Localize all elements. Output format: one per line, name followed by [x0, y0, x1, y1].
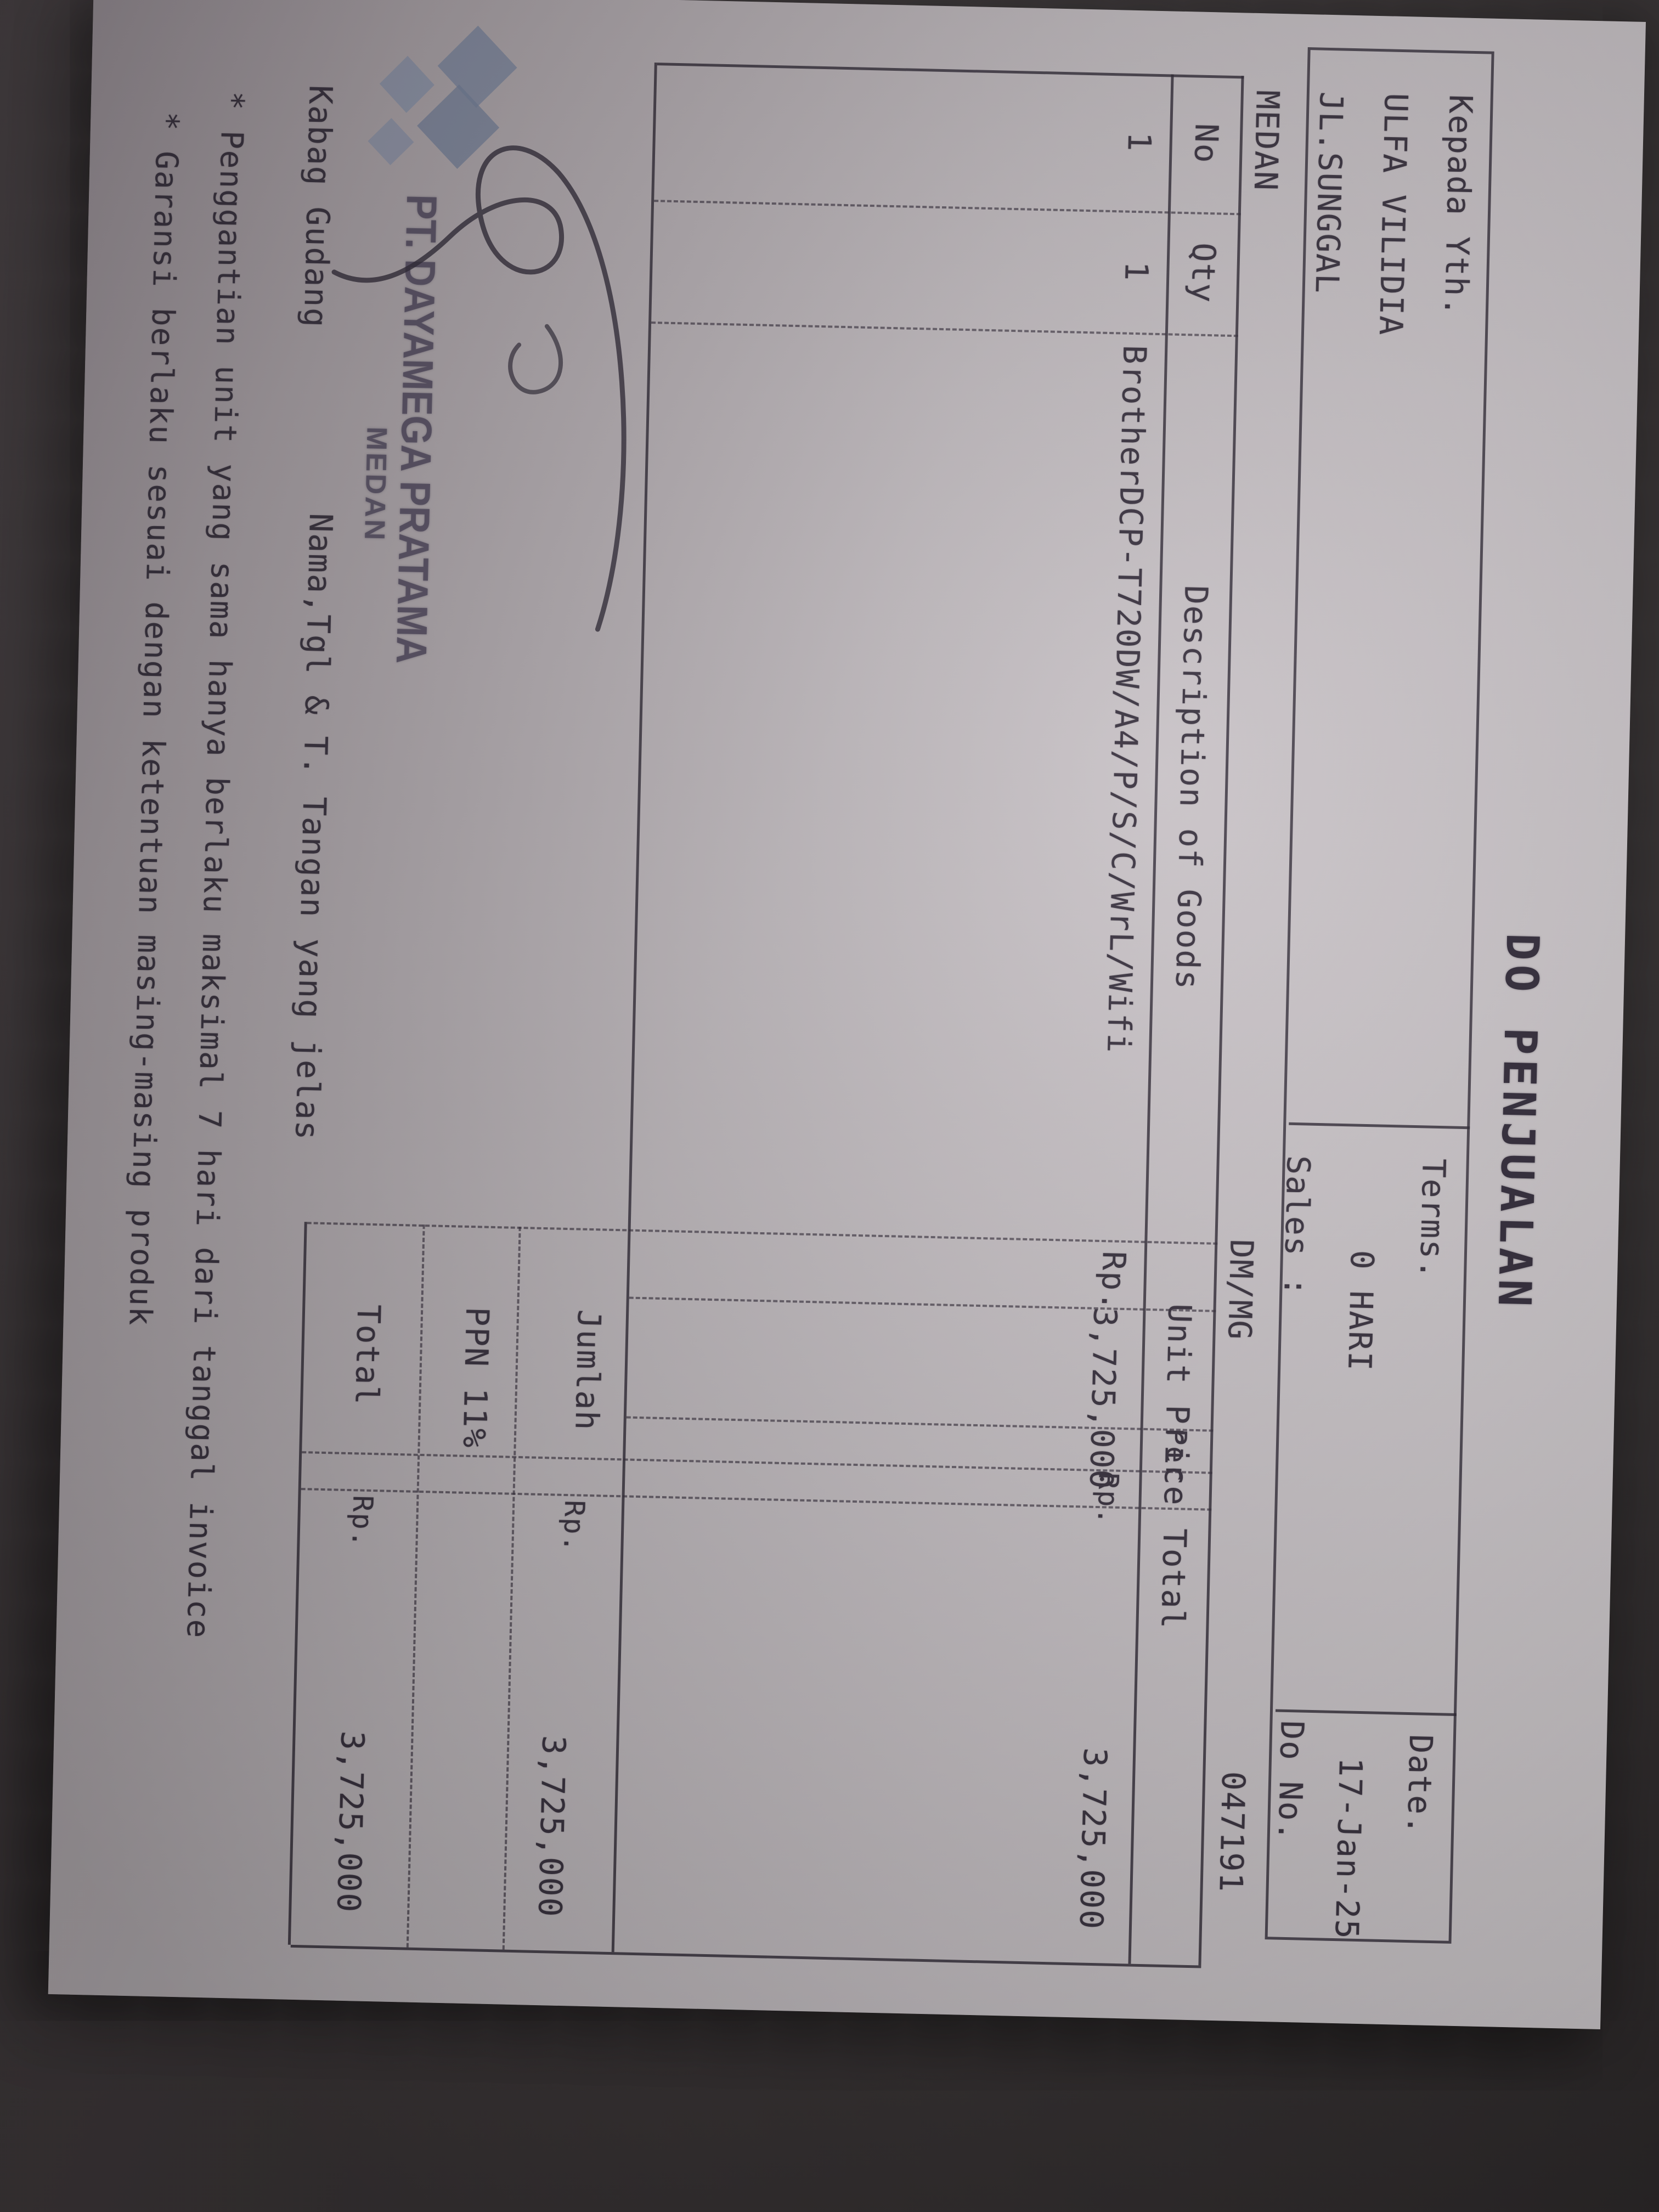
sales-label: Sales : — [1277, 1155, 1317, 1298]
row-unit-price-currency: Rp. — [1094, 1250, 1133, 1313]
header-unit-price: Unit Price — [1156, 1303, 1199, 1507]
col-divider-per-total — [302, 1451, 1212, 1474]
summary-bottom-border — [287, 1222, 307, 1945]
summary-divider-1 — [502, 1226, 521, 1950]
date-label: Date. — [1400, 1734, 1440, 1836]
document-paper: DO PENJUALAN Kepada Yth. ULFA VILIDIA JL… — [48, 0, 1646, 2030]
summary-label-jumlah: Jumlah — [568, 1309, 608, 1432]
summary-amount-total: 3,725,000 — [330, 1730, 371, 1914]
terms-value: 0 HARI — [1341, 1250, 1381, 1373]
col-divider-rp-total — [301, 1488, 1212, 1511]
signature-strokes — [331, 145, 627, 632]
header-no: No — [1187, 123, 1226, 165]
summary-divider-2 — [406, 1224, 425, 1948]
header-total: Total — [1154, 1528, 1194, 1630]
row-qty: 1 — [1118, 261, 1155, 283]
row-total-currency: Rp. — [1091, 1472, 1125, 1526]
recipient-label: Kepada Yth. — [1437, 94, 1480, 318]
header-per: Per — [1159, 1428, 1193, 1482]
summary-currency-jumlah: Rp. — [557, 1499, 591, 1554]
row-no: 1 — [1120, 131, 1159, 153]
do-no-value: 047191 — [1212, 1770, 1252, 1894]
terms-label: Terms. — [1412, 1158, 1453, 1281]
header-qty: Qty — [1184, 242, 1223, 304]
footnote-replacement: * Penggantian unit yang sama hanya berla… — [179, 91, 251, 1640]
table-right-border — [290, 1944, 1201, 1968]
sales-value: DM/MG — [1221, 1239, 1261, 1341]
document-title: DO PENJUALAN — [1487, 933, 1549, 1312]
row-total: 3,725,000 — [1072, 1747, 1114, 1931]
summary-label-ppn: PPN 11% — [455, 1306, 496, 1449]
summary-currency-total: Rp. — [346, 1494, 379, 1549]
recipient-name: ULFA VILIDIA — [1372, 92, 1415, 337]
recipient-city: MEDAN — [1246, 89, 1286, 192]
summary-amount-jumlah: 3,725,000 — [531, 1735, 573, 1918]
row-unit-price: 3,725,000 — [1082, 1307, 1124, 1491]
date-value: 17-Jan-25 — [1328, 1757, 1370, 1940]
signature-left-caption: Kabag Gudang — [296, 84, 340, 329]
summary-label-total: Total — [348, 1304, 388, 1407]
footnote-warranty: * Garansi berlaku sesuai dengan ketentua… — [122, 111, 185, 1327]
recipient-address: JL.SUNGGAL — [1308, 91, 1350, 295]
company-stamp-logo — [368, 25, 517, 169]
header-description: Description of Goods — [1168, 585, 1215, 991]
do-no-label: Do No. — [1271, 1720, 1311, 1843]
row-description: BrotherDCP-T720DW/A4/P/S/C/WrL/Wifi — [1100, 345, 1154, 1054]
col-divider-desc-unitprice — [307, 1222, 1218, 1245]
col-divider-unitprice-per — [626, 1416, 1214, 1432]
